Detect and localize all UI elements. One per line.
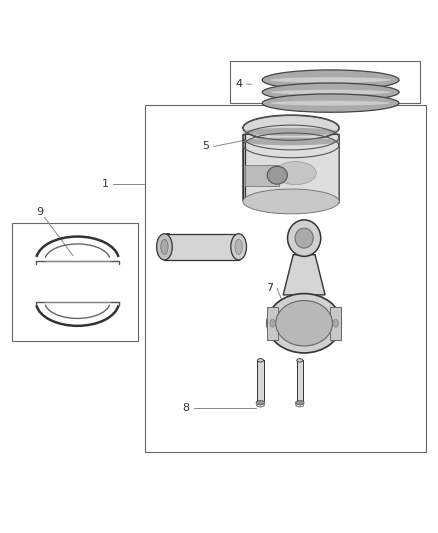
Ellipse shape (257, 401, 264, 405)
Ellipse shape (267, 294, 341, 353)
Text: 8: 8 (183, 403, 190, 414)
Ellipse shape (296, 401, 303, 405)
Ellipse shape (262, 70, 399, 90)
Ellipse shape (244, 138, 339, 146)
Polygon shape (283, 255, 325, 295)
Polygon shape (243, 134, 339, 203)
Ellipse shape (258, 359, 264, 362)
Text: 7: 7 (266, 284, 273, 293)
Ellipse shape (297, 359, 303, 362)
Ellipse shape (267, 166, 287, 184)
Polygon shape (243, 134, 245, 200)
Ellipse shape (243, 189, 339, 214)
Ellipse shape (288, 220, 321, 256)
Bar (145, 105, 426, 452)
Bar (330, 306, 341, 340)
Ellipse shape (275, 161, 316, 184)
Ellipse shape (270, 77, 391, 83)
Polygon shape (164, 234, 239, 260)
Ellipse shape (333, 319, 338, 327)
Ellipse shape (270, 90, 391, 95)
Ellipse shape (262, 83, 399, 101)
Ellipse shape (262, 94, 399, 112)
Ellipse shape (270, 101, 391, 106)
Ellipse shape (244, 128, 339, 136)
Polygon shape (245, 165, 279, 185)
Text: 9: 9 (36, 207, 43, 217)
Text: 4: 4 (235, 79, 242, 89)
Bar (267, 306, 278, 340)
Ellipse shape (243, 115, 339, 141)
Ellipse shape (295, 228, 313, 248)
Ellipse shape (156, 234, 172, 260)
Bar (12, 223, 138, 341)
Ellipse shape (295, 400, 304, 405)
Ellipse shape (161, 239, 168, 254)
Bar (258, 360, 264, 400)
Ellipse shape (235, 239, 242, 254)
Text: 5: 5 (202, 141, 209, 151)
Ellipse shape (256, 400, 265, 405)
Text: 1: 1 (102, 179, 109, 189)
Ellipse shape (270, 319, 275, 327)
Bar (297, 360, 303, 400)
Text: 6: 6 (163, 233, 170, 243)
Bar (230, 61, 420, 103)
Ellipse shape (276, 301, 332, 346)
Ellipse shape (231, 234, 247, 260)
